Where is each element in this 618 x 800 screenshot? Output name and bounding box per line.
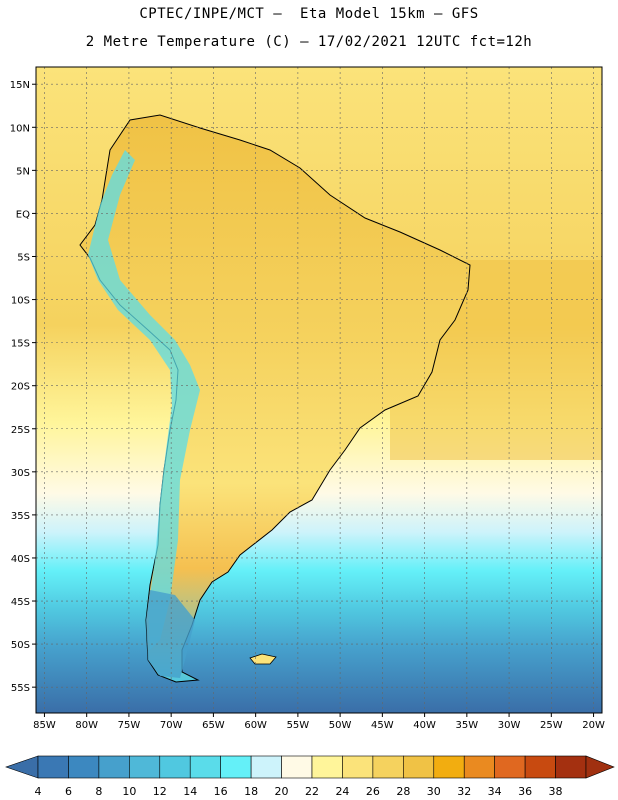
lon-tick-label: 40W	[413, 720, 436, 731]
title-line-1: CPTEC/INPE/MCT – Eta Model 15km – GFS	[139, 6, 479, 22]
lon-tick-label: 50W	[329, 720, 352, 731]
colorbar-segment	[342, 755, 374, 779]
falkland-islands	[249, 653, 277, 665]
colorbar-segment	[68, 755, 100, 779]
colorbar-label: 36	[518, 785, 532, 798]
colorbar-segment	[524, 755, 556, 779]
colorbar-label: 24	[335, 785, 349, 798]
lon-tick-label: 20W	[582, 720, 605, 731]
lat-tick-labels: 15N 10N 5N EQ 5S 10S 15S 20S 25S 30S 35S 40S 45S 50S 5…	[10, 80, 36, 694]
lon-tick-label: 80W	[75, 720, 98, 731]
colorbar-segment	[220, 755, 252, 779]
lon-tick-label: 55W	[287, 720, 310, 731]
colorbar-label: 28	[396, 785, 410, 798]
lat-tick-label: 5N	[16, 166, 30, 177]
colorbar-segment	[129, 755, 161, 779]
lat-tick-label: 35S	[11, 511, 30, 522]
colorbar	[5, 755, 615, 779]
map-frame	[35, 66, 603, 714]
andes-cool-strip	[88, 150, 200, 650]
colorbar-label: 30	[427, 785, 441, 798]
colorbar-label: 14	[183, 785, 197, 798]
colorbar-label: 38	[549, 785, 563, 798]
colorbar-segment	[159, 755, 191, 779]
colorbar-segment	[433, 755, 465, 779]
colorbar-labels: 4 6 8 10 12 14 16 18 20 22 24 26 28 30 32 34 36 38	[35, 785, 563, 798]
lon-tick-label: 75W	[118, 720, 141, 731]
lat-tick-label: 10N	[10, 123, 30, 134]
lat-tick-label: 20S	[11, 382, 30, 393]
lon-tick-label: 60W	[244, 720, 267, 731]
colorbar-label: 6	[65, 785, 72, 798]
lat-tick-label: 15N	[10, 80, 30, 91]
colorbar-label: 10	[122, 785, 136, 798]
lon-tick-label: 45W	[371, 720, 394, 731]
title-line-2: 2 Metre Temperature (C) – 17/02/2021 12U…	[85, 34, 533, 50]
colorbar-label: 4	[35, 785, 42, 798]
colorbar-label: 32	[457, 785, 471, 798]
colorbar-label: 18	[244, 785, 258, 798]
colorbar-segment	[98, 755, 130, 779]
colorbar-label: 16	[214, 785, 228, 798]
lon-tick-label: 30W	[498, 720, 521, 731]
lat-tick-label: 40S	[11, 554, 30, 565]
colorbar-high-arrow	[585, 755, 615, 779]
colorbar-segment	[189, 755, 221, 779]
colorbar-label: 8	[95, 785, 102, 798]
colorbar-segment	[250, 755, 282, 779]
lat-tick-label: 15S	[11, 339, 30, 350]
lat-tick-label: 30S	[11, 468, 30, 479]
lat-tick-label: 5S	[17, 252, 30, 263]
lon-tick-label: 70W	[160, 720, 183, 731]
lon-tick-label: 25W	[540, 720, 563, 731]
patagonia-cold	[146, 590, 195, 678]
lat-tick-label: 55S	[11, 683, 30, 694]
lat-lon-grid	[36, 67, 602, 713]
colorbar-segment	[37, 755, 69, 779]
lat-tick-label: 10S	[11, 296, 30, 307]
lon-tick-label: 35W	[456, 720, 479, 731]
colorbar-label: 12	[153, 785, 167, 798]
colorbar-segment	[463, 755, 495, 779]
colorbar-label: 22	[305, 785, 319, 798]
colorbar-label: 20	[275, 785, 289, 798]
lat-tick-label: EQ	[16, 209, 30, 220]
colorbar-segment	[494, 755, 526, 779]
lat-tick-label: 25S	[11, 425, 30, 436]
lon-tick-label: 65W	[202, 720, 225, 731]
colorbar-segment	[281, 755, 313, 779]
colorbar-segment	[403, 755, 435, 779]
colorbar-segment	[555, 755, 587, 779]
lat-tick-label: 45S	[11, 597, 30, 608]
colorbar-segment	[372, 755, 404, 779]
colorbar-label: 34	[488, 785, 502, 798]
colorbar-low-arrow	[5, 755, 39, 779]
lon-tick-label: 85W	[33, 720, 56, 731]
colorbar-segment	[311, 755, 343, 779]
lon-tick-labels: 85W 80W 75W 70W 65W 60W 55W 50W 45W 40W 35W 30W 25W 2…	[33, 713, 605, 731]
colorbar-label: 26	[366, 785, 380, 798]
lat-tick-label: 50S	[11, 640, 30, 651]
